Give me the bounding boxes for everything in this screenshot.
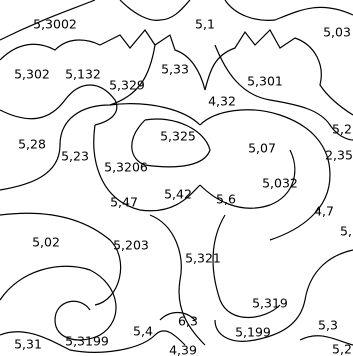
region-number: 5,203 (113, 238, 149, 253)
region-number: 4,7 (314, 204, 334, 219)
region-number: 5,319 (252, 296, 288, 311)
region-number: 5,28 (18, 137, 46, 152)
region-number: 5,6 (216, 192, 236, 207)
region-number: 5,3199 (65, 334, 109, 349)
region-number: 5,23 (61, 149, 89, 164)
number-labels: 5,3002 5,1 5,03 5,302 5,132 5,329 5,33 5… (14, 17, 353, 356)
region-number: 5,032 (262, 176, 298, 191)
region-number: 6,3 (178, 314, 198, 329)
region-number: 5,302 (14, 67, 50, 82)
region-number: 5, (340, 224, 352, 239)
region-number: 5,31 (14, 337, 42, 352)
region-number: 5,132 (65, 67, 101, 82)
region-number: 5,47 (110, 195, 138, 210)
region-number: 5,03 (323, 25, 351, 40)
region-number: 5,199 (235, 325, 271, 340)
coloring-page: 5,3002 5,1 5,03 5,302 5,132 5,329 5,33 5… (0, 0, 353, 356)
region-number: 5,02 (32, 235, 60, 250)
region-number: 5,2 (332, 342, 352, 356)
region-number: 5,1 (195, 17, 215, 32)
region-number: 5,329 (109, 78, 145, 93)
region-number: 4,39 (169, 343, 197, 356)
outline-drawing (0, 0, 353, 352)
region-number: 5,321 (185, 251, 221, 266)
region-number: 5,301 (247, 74, 283, 89)
region-number: 2,35 (325, 148, 353, 163)
region-number: 5,3002 (33, 17, 77, 32)
region-number: 5,3206 (104, 160, 148, 175)
region-number: 5,33 (161, 62, 189, 77)
region-number: 5,42 (164, 187, 192, 202)
region-number: 5,3 (318, 318, 338, 333)
region-number: 5,07 (248, 141, 276, 156)
region-number: 5,2 (332, 122, 352, 137)
region-number: 5,4 (133, 324, 153, 339)
region-number: 4,32 (208, 94, 236, 109)
region-number: 5,325 (160, 129, 196, 144)
